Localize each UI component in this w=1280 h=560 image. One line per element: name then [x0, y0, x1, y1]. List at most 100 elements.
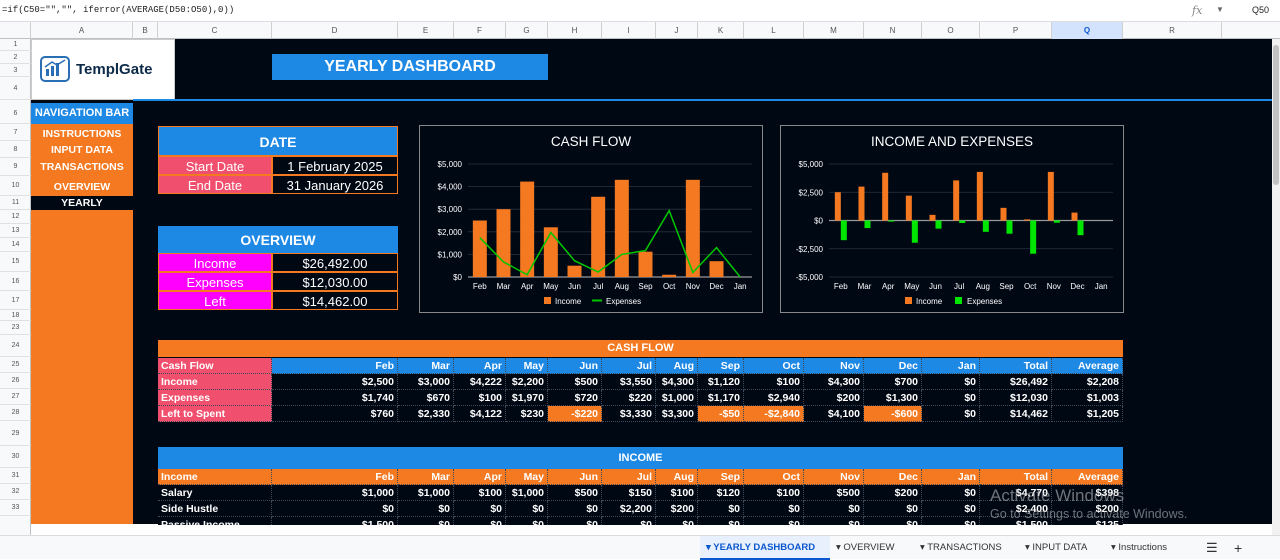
row-header[interactable]: 26	[0, 373, 31, 389]
table-cell[interactable]: $4,300	[804, 374, 864, 390]
row-header[interactable]: 11	[0, 196, 31, 210]
column-header[interactable]: A	[31, 22, 133, 39]
table-cell[interactable]: $1,003	[1052, 390, 1123, 406]
table-cell[interactable]: $0	[864, 501, 922, 517]
table-cell[interactable]: $1,000	[656, 390, 698, 406]
table-cell[interactable]: Aug	[656, 469, 698, 485]
income-expenses-chart[interactable]: -$5,000 -$2,500 $0 $2,500 $5,000 Feb Mar Apr May…	[780, 125, 1124, 313]
table-cell[interactable]: $200	[1052, 501, 1123, 517]
row-header[interactable]: 16	[0, 272, 31, 291]
table-cell[interactable]: Average	[1052, 469, 1123, 485]
table-cell[interactable]: -$600	[864, 406, 922, 422]
table-cell[interactable]: $1,300	[864, 390, 922, 406]
name-box[interactable]: Q50	[1252, 5, 1270, 15]
table-cell[interactable]: Jun	[548, 469, 602, 485]
column-header[interactable]: K	[698, 22, 744, 39]
table-cell[interactable]: May	[506, 358, 548, 374]
table-cell[interactable]: $4,300	[656, 374, 698, 390]
table-cell[interactable]: Jan	[922, 469, 980, 485]
table-cell[interactable]: $0	[804, 501, 864, 517]
table-cell[interactable]: $220	[602, 390, 656, 406]
row-header[interactable]: 27	[0, 389, 31, 405]
table-cell[interactable]: $0	[656, 517, 698, 525]
row-header[interactable]: 2	[0, 51, 31, 64]
formula-text[interactable]: =if(C50="","", iferror(AVERAGE(D50:O50),…	[2, 5, 235, 15]
column-header[interactable]: M	[804, 22, 864, 39]
table-cell[interactable]: $100	[656, 485, 698, 501]
column-header[interactable]: O	[922, 22, 980, 39]
row-header[interactable]: 29	[0, 421, 31, 446]
table-cell[interactable]: $0	[864, 517, 922, 525]
table-cell[interactable]: $1,970	[506, 390, 548, 406]
table-cell[interactable]: Sep	[698, 469, 744, 485]
table-cell[interactable]: $1,740	[272, 390, 398, 406]
table-cell[interactable]: $0	[922, 517, 980, 525]
row-label[interactable]: Income	[158, 469, 272, 485]
table-cell[interactable]: $100	[454, 485, 506, 501]
row-label[interactable]: Income	[158, 374, 272, 390]
table-cell[interactable]: $2,330	[398, 406, 454, 422]
table-cell[interactable]: $100	[454, 390, 506, 406]
table-cell[interactable]: Nov	[804, 469, 864, 485]
row-header[interactable]: 3	[0, 64, 31, 77]
row-header[interactable]: 28	[0, 405, 31, 421]
table-cell[interactable]: $200	[656, 501, 698, 517]
row-header[interactable]: 25	[0, 357, 31, 373]
table-cell[interactable]: $1,170	[698, 390, 744, 406]
table-cell[interactable]: $0	[454, 517, 506, 525]
table-cell[interactable]: Dec	[864, 469, 922, 485]
table-cell[interactable]: Apr	[454, 469, 506, 485]
table-cell[interactable]: $0	[744, 517, 804, 525]
table-cell[interactable]: Jul	[602, 358, 656, 374]
row-header[interactable]: 7	[0, 124, 31, 141]
table-cell[interactable]: Jan	[922, 358, 980, 374]
table-cell[interactable]: $0	[922, 390, 980, 406]
column-header[interactable]: G	[506, 22, 548, 39]
column-header[interactable]: F	[454, 22, 506, 39]
end-date-value[interactable]: 31 January 2026	[272, 175, 398, 194]
table-cell[interactable]: Oct	[744, 358, 804, 374]
sheet-tab-overview[interactable]: ▾ OVERVIEW	[836, 536, 926, 560]
table-cell[interactable]: $0	[602, 517, 656, 525]
chevron-down-icon[interactable]: ▼	[1216, 5, 1224, 14]
table-cell[interactable]: $700	[864, 374, 922, 390]
table-cell[interactable]: Aug	[656, 358, 698, 374]
table-cell[interactable]: $0	[506, 517, 548, 525]
table-cell[interactable]: $2,940	[744, 390, 804, 406]
table-cell[interactable]: $0	[506, 501, 548, 517]
table-cell[interactable]: $500	[548, 374, 602, 390]
table-cell[interactable]: $0	[548, 501, 602, 517]
table-cell[interactable]: $14,462	[980, 406, 1052, 422]
row-header[interactable]: 15	[0, 252, 31, 272]
table-cell[interactable]: $1,120	[698, 374, 744, 390]
table-cell[interactable]: Average	[1052, 358, 1123, 374]
table-cell[interactable]: $3,000	[398, 374, 454, 390]
row-header[interactable]: 18	[0, 310, 31, 321]
table-cell[interactable]: $0	[922, 406, 980, 422]
column-header[interactable]: P	[980, 22, 1052, 39]
table-cell[interactable]: $3,550	[602, 374, 656, 390]
table-cell[interactable]: Oct	[744, 469, 804, 485]
table-cell[interactable]: $4,222	[454, 374, 506, 390]
row-header[interactable]: 23	[0, 321, 31, 335]
table-cell[interactable]: $2,200	[602, 501, 656, 517]
start-date-value[interactable]: 1 February 2025	[272, 156, 398, 175]
sheet-tab-transactions[interactable]: ▾ TRANSACTIONS	[920, 536, 1020, 560]
table-cell[interactable]: $0	[922, 485, 980, 501]
table-cell[interactable]: $1,000	[398, 485, 454, 501]
table-cell[interactable]: $100	[744, 485, 804, 501]
column-header[interactable]: I	[602, 22, 656, 39]
table-cell[interactable]: Apr	[454, 358, 506, 374]
table-cell[interactable]: $4,770	[980, 485, 1052, 501]
table-cell[interactable]: $200	[804, 390, 864, 406]
column-header-selected[interactable]: Q	[1052, 22, 1123, 39]
table-cell[interactable]: $0	[548, 517, 602, 525]
all-sheets-icon[interactable]: ☰	[1206, 540, 1218, 555]
table-cell[interactable]: $720	[548, 390, 602, 406]
table-cell[interactable]: $500	[548, 485, 602, 501]
row-label[interactable]: Side Hustle	[158, 501, 272, 517]
table-cell[interactable]: $26,492	[980, 374, 1052, 390]
table-cell[interactable]: $1,500	[272, 517, 398, 525]
column-header[interactable]: J	[656, 22, 698, 39]
table-cell[interactable]: $0	[454, 501, 506, 517]
